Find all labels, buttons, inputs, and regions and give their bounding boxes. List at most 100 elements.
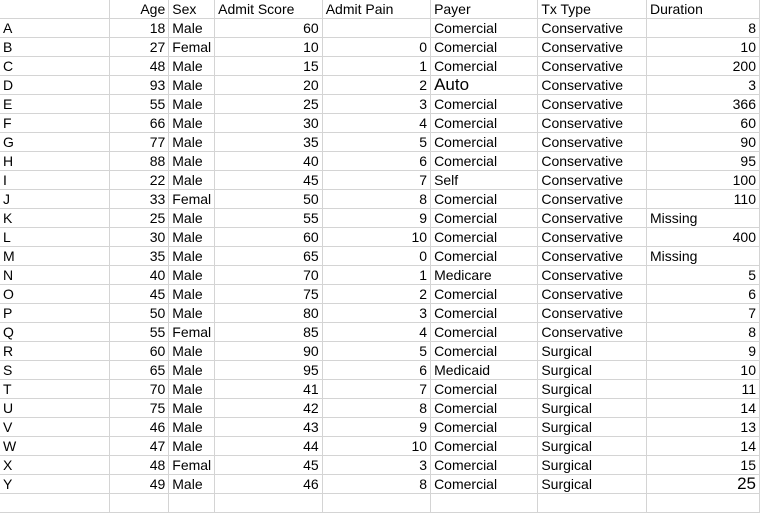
cell-admit-pain[interactable]: 10 <box>322 436 432 456</box>
cell-admit-pain[interactable]: 9 <box>322 208 432 228</box>
cell-row-label[interactable]: B <box>0 37 110 57</box>
cell-duration[interactable]: 6 <box>646 284 760 304</box>
cell-age[interactable]: 50 <box>109 303 170 323</box>
cell-row-label[interactable]: G <box>0 132 110 152</box>
cell-duration[interactable]: 9 <box>646 341 760 361</box>
cell-admit-pain[interactable]: 10 <box>322 227 432 247</box>
cell-age[interactable]: 88 <box>109 151 170 171</box>
cell-age[interactable]: 77 <box>109 132 170 152</box>
cell-tx-type[interactable]: Conservative <box>537 151 647 171</box>
cell-sex[interactable]: Male <box>168 436 216 456</box>
cell-payer[interactable]: Comercial <box>430 436 539 456</box>
cell-tx-type[interactable]: Surgical <box>537 436 647 456</box>
cell-payer[interactable]: Self <box>430 170 539 190</box>
cell-row-label[interactable]: F <box>0 113 110 133</box>
cell-row-label[interactable]: K <box>0 208 110 228</box>
cell-duration[interactable]: 110 <box>646 189 760 209</box>
cell-age[interactable]: 45 <box>109 284 170 304</box>
cell-row-label[interactable]: A <box>0 18 110 38</box>
cell-age[interactable]: 55 <box>109 94 170 114</box>
cell-payer[interactable]: Auto <box>430 75 539 95</box>
cell-tx-type[interactable]: Conservative <box>537 227 647 247</box>
cell-sex[interactable]: Male <box>168 113 216 133</box>
cell-payer[interactable]: Comercial <box>430 227 539 247</box>
cell-sex[interactable]: Male <box>168 474 216 494</box>
cell-row-label[interactable]: E <box>0 94 110 114</box>
cell-payer[interactable]: Comercial <box>430 474 539 494</box>
cell-admit-score[interactable]: 70 <box>214 265 323 285</box>
cell-sex[interactable]: Male <box>168 151 216 171</box>
cell-row-label[interactable]: Q <box>0 322 110 342</box>
cell-admit-pain[interactable]: 1 <box>322 56 432 76</box>
cell-row-label[interactable]: Y <box>0 474 110 494</box>
cell-sex[interactable]: Male <box>168 246 216 266</box>
cell-duration[interactable]: 13 <box>646 417 760 437</box>
cell-admit-score[interactable]: 43 <box>214 417 323 437</box>
cell-tx-type[interactable]: Conservative <box>537 113 647 133</box>
cell-tx-type[interactable] <box>537 493 647 513</box>
header-cell-age[interactable]: Age <box>109 0 170 19</box>
cell-sex[interactable]: Male <box>168 398 216 418</box>
cell-duration[interactable]: 7 <box>646 303 760 323</box>
cell-admit-pain[interactable]: 4 <box>322 113 432 133</box>
cell-tx-type[interactable]: Conservative <box>537 94 647 114</box>
cell-sex[interactable]: Femal <box>168 189 216 209</box>
cell-tx-type[interactable]: Surgical <box>537 474 647 494</box>
cell-row-label[interactable]: O <box>0 284 110 304</box>
cell-tx-type[interactable]: Surgical <box>537 417 647 437</box>
cell-row-label[interactable]: V <box>0 417 110 437</box>
cell-sex[interactable]: Male <box>168 208 216 228</box>
cell-admit-pain[interactable] <box>322 493 432 513</box>
cell-admit-score[interactable]: 80 <box>214 303 323 323</box>
cell-tx-type[interactable]: Surgical <box>537 379 647 399</box>
cell-payer[interactable]: Comercial <box>430 132 539 152</box>
header-cell-admit-score[interactable]: Admit Score <box>214 0 323 19</box>
cell-age[interactable]: 66 <box>109 113 170 133</box>
cell-admit-score[interactable]: 15 <box>214 56 323 76</box>
cell-age[interactable]: 18 <box>109 18 170 38</box>
cell-duration[interactable]: Missing <box>646 246 760 266</box>
cell-age[interactable]: 33 <box>109 189 170 209</box>
cell-row-label[interactable]: X <box>0 455 110 475</box>
cell-age[interactable]: 48 <box>109 455 170 475</box>
cell-admit-score[interactable]: 50 <box>214 189 323 209</box>
cell-payer[interactable]: Medicare <box>430 265 539 285</box>
cell-row-label[interactable]: T <box>0 379 110 399</box>
cell-sex[interactable]: Male <box>168 303 216 323</box>
cell-tx-type[interactable]: Conservative <box>537 208 647 228</box>
cell-admit-score[interactable]: 85 <box>214 322 323 342</box>
cell-age[interactable]: 70 <box>109 379 170 399</box>
cell-admit-score[interactable]: 44 <box>214 436 323 456</box>
cell-payer[interactable]: Comercial <box>430 398 539 418</box>
cell-tx-type[interactable]: Surgical <box>537 360 647 380</box>
cell-age[interactable]: 27 <box>109 37 170 57</box>
cell-tx-type[interactable]: Conservative <box>537 265 647 285</box>
cell-payer[interactable]: Comercial <box>430 417 539 437</box>
cell-age[interactable]: 47 <box>109 436 170 456</box>
cell-duration[interactable]: 25 <box>646 474 760 494</box>
cell-admit-score[interactable]: 75 <box>214 284 323 304</box>
cell-admit-pain[interactable]: 0 <box>322 246 432 266</box>
cell-payer[interactable]: Comercial <box>430 379 539 399</box>
cell-tx-type[interactable]: Surgical <box>537 398 647 418</box>
cell-age[interactable]: 75 <box>109 398 170 418</box>
cell-payer[interactable]: Comercial <box>430 284 539 304</box>
cell-payer[interactable]: Comercial <box>430 113 539 133</box>
cell-tx-type[interactable]: Conservative <box>537 246 647 266</box>
cell-sex[interactable]: Femal <box>168 37 216 57</box>
cell-admit-pain[interactable]: 3 <box>322 455 432 475</box>
cell-admit-pain[interactable]: 8 <box>322 398 432 418</box>
header-cell-tx-type[interactable]: Tx Type <box>537 0 647 19</box>
cell-admit-pain[interactable]: 0 <box>322 37 432 57</box>
cell-admit-pain[interactable]: 8 <box>322 474 432 494</box>
cell-row-label[interactable]: L <box>0 227 110 247</box>
cell-admit-pain[interactable]: 5 <box>322 341 432 361</box>
cell-tx-type[interactable]: Conservative <box>537 56 647 76</box>
cell-sex[interactable]: Male <box>168 132 216 152</box>
cell-sex[interactable]: Male <box>168 227 216 247</box>
cell-tx-type[interactable]: Conservative <box>537 37 647 57</box>
cell-payer[interactable]: Comercial <box>430 341 539 361</box>
cell-admit-pain[interactable]: 6 <box>322 151 432 171</box>
header-cell-payer[interactable]: Payer <box>430 0 539 19</box>
cell-duration[interactable]: 14 <box>646 436 760 456</box>
